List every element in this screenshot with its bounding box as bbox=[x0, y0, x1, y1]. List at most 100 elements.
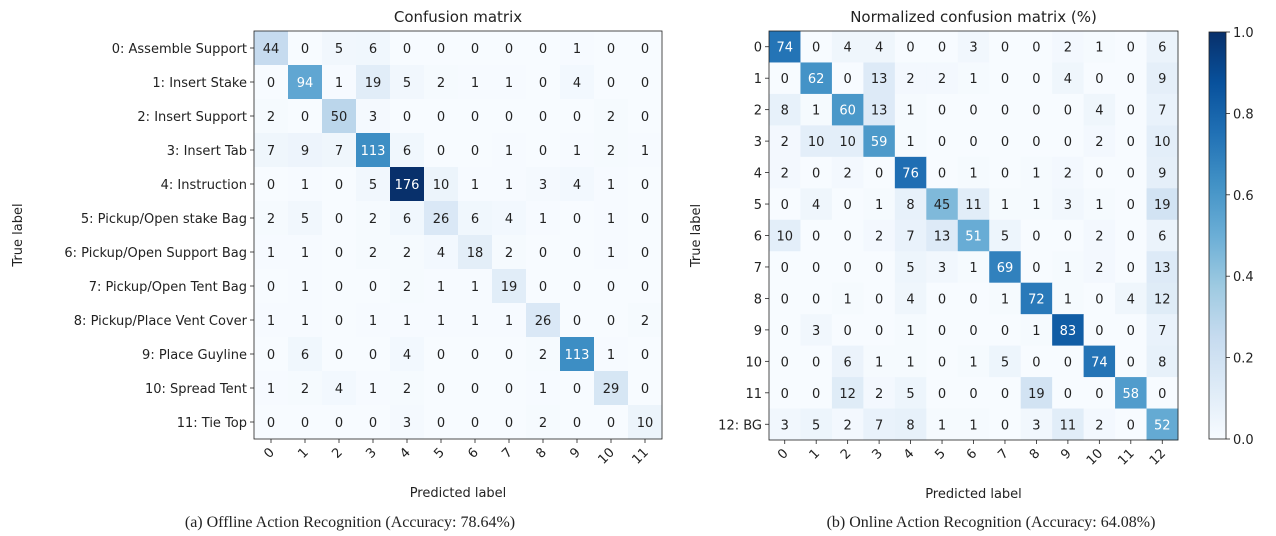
cell-value: 1 bbox=[607, 178, 615, 193]
matrix-cell bbox=[288, 133, 323, 168]
cell-value: 0 bbox=[573, 246, 581, 261]
cell-value: 0 bbox=[335, 348, 343, 363]
cell-value: 0 bbox=[267, 348, 275, 363]
cell-value: 0 bbox=[437, 382, 445, 397]
matrix-cell bbox=[628, 269, 663, 304]
x-tick-label: 9 bbox=[1058, 446, 1074, 462]
cell-value: 0 bbox=[1064, 230, 1072, 245]
cell-value: 0 bbox=[1127, 72, 1135, 87]
cell-value: 0 bbox=[641, 110, 649, 125]
cell-value: 0 bbox=[539, 280, 547, 295]
cell-value: 1 bbox=[573, 144, 581, 159]
cell-value: 19 bbox=[501, 280, 518, 295]
matrix-cell bbox=[254, 337, 289, 372]
cell-value: 1 bbox=[969, 167, 977, 182]
matrix-cell bbox=[288, 167, 323, 202]
matrix-cell bbox=[594, 337, 629, 372]
matrix-cell bbox=[1115, 156, 1147, 189]
matrix-cell bbox=[526, 167, 561, 202]
cell-value: 0 bbox=[641, 348, 649, 363]
chart-title: Confusion matrix bbox=[394, 8, 522, 26]
matrix-cell bbox=[894, 31, 927, 63]
colorbar-tick-label: 0.6 bbox=[1233, 189, 1254, 204]
matrix-cell bbox=[458, 235, 493, 270]
matrix-cell bbox=[800, 31, 833, 63]
y-tick-label: 7: Pickup/Open Tent Bag bbox=[89, 280, 247, 295]
matrix-cell bbox=[628, 167, 663, 202]
y-tick-label: 3: Insert Tab bbox=[167, 144, 247, 159]
y-tick-label: 0: Assemble Support bbox=[112, 42, 247, 57]
cell-value: 8 bbox=[1158, 355, 1166, 370]
cell-value: 0 bbox=[812, 355, 820, 370]
cell-value: 0 bbox=[844, 324, 852, 339]
matrix-cell bbox=[390, 303, 425, 338]
cell-value: 0 bbox=[1064, 135, 1072, 150]
y-tick-label: 11: Tie Top bbox=[177, 416, 247, 431]
cell-value: 5 bbox=[906, 387, 914, 402]
cell-value: 0 bbox=[1001, 324, 1009, 339]
matrix-cell bbox=[831, 345, 864, 378]
matrix-cell bbox=[800, 251, 833, 284]
cell-value: 0 bbox=[641, 178, 649, 193]
cell-value: 0 bbox=[1127, 418, 1135, 433]
cell-value: 62 bbox=[808, 72, 825, 87]
matrix-cell bbox=[594, 405, 629, 440]
cell-value: 0 bbox=[505, 348, 513, 363]
cell-value: 1 bbox=[969, 72, 977, 87]
cell-value: 0 bbox=[335, 178, 343, 193]
matrix-cell bbox=[989, 156, 1022, 189]
cell-value: 0 bbox=[1032, 104, 1040, 119]
matrix-cell bbox=[831, 377, 864, 409]
cell-value: 5 bbox=[369, 178, 377, 193]
matrix-cell bbox=[1020, 93, 1053, 126]
cell-value: 1 bbox=[573, 42, 581, 57]
cell-value: 18 bbox=[467, 246, 484, 261]
y-tick-label: 10: Spread Tent bbox=[145, 382, 247, 397]
cell-value: 2 bbox=[267, 212, 275, 227]
matrix-cell bbox=[424, 235, 459, 270]
colorbar-tick-label: 0.2 bbox=[1233, 352, 1254, 367]
matrix-cell bbox=[492, 337, 527, 372]
matrix-cell bbox=[989, 251, 1022, 284]
cell-value: 0 bbox=[1064, 387, 1072, 402]
y-tick-label: 1: Insert Stake bbox=[152, 76, 247, 91]
matrix-cell bbox=[831, 31, 864, 63]
chart-title: Normalized confusion matrix (%) bbox=[850, 8, 1097, 26]
matrix-cell bbox=[894, 62, 927, 95]
cell-value: 0 bbox=[539, 110, 547, 125]
cell-value: 94 bbox=[297, 76, 314, 91]
cell-value: 52 bbox=[1154, 418, 1171, 433]
cell-value: 0 bbox=[906, 41, 914, 56]
matrix-cell bbox=[1146, 219, 1179, 252]
matrix-cell bbox=[800, 188, 833, 221]
matrix-cell bbox=[800, 408, 833, 441]
matrix-cell bbox=[1146, 408, 1179, 441]
cell-value: 7 bbox=[335, 144, 343, 159]
cell-value: 0 bbox=[875, 292, 883, 307]
cell-value: 0 bbox=[781, 261, 789, 276]
cell-value: 0 bbox=[573, 110, 581, 125]
cell-value: 0 bbox=[1127, 198, 1135, 213]
matrix-cell bbox=[322, 405, 357, 440]
x-tick-label: 1 bbox=[807, 446, 823, 462]
matrix-cell bbox=[831, 219, 864, 252]
y-tick-label: 4 bbox=[754, 167, 762, 182]
matrix-cell bbox=[863, 345, 896, 378]
matrix-cell bbox=[322, 269, 357, 304]
matrix-cell bbox=[560, 371, 595, 406]
matrix-cell bbox=[1115, 93, 1147, 126]
matrix-cell bbox=[1020, 251, 1053, 284]
cell-value: 1 bbox=[1064, 292, 1072, 307]
matrix-cell bbox=[628, 303, 663, 338]
matrix-cell bbox=[831, 93, 864, 126]
cell-value: 6 bbox=[1158, 230, 1166, 245]
matrix-cell bbox=[957, 251, 990, 284]
cell-value: 2 bbox=[539, 416, 547, 431]
cell-value: 1 bbox=[1095, 198, 1103, 213]
matrix-cell bbox=[831, 314, 864, 347]
cell-value: 1 bbox=[539, 382, 547, 397]
matrix-cell bbox=[894, 282, 927, 315]
matrix-cell bbox=[390, 201, 425, 236]
cell-value: 6 bbox=[301, 348, 309, 363]
matrix-cell bbox=[800, 62, 833, 95]
